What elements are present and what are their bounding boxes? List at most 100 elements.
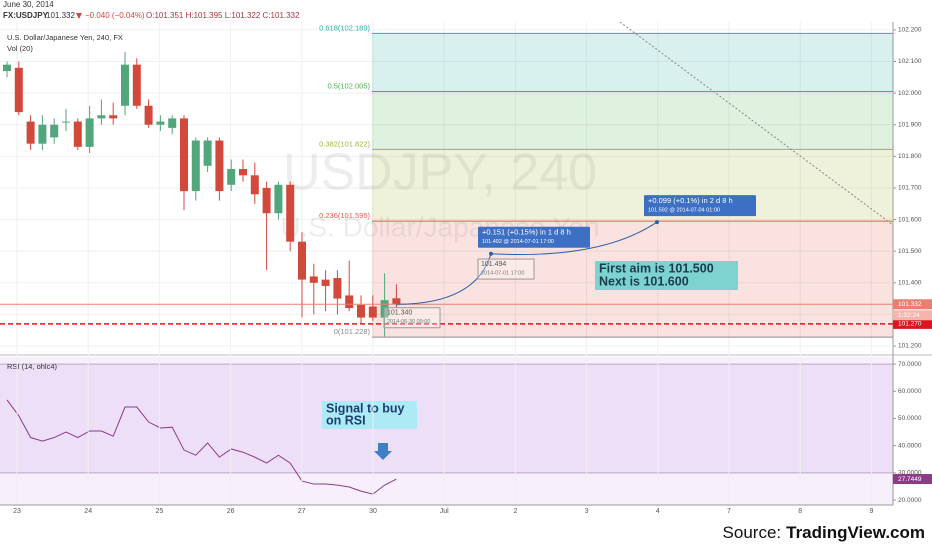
y-tick-label: 101.900	[898, 121, 922, 128]
x-tick-label: 9	[869, 508, 873, 515]
candle-body	[156, 121, 165, 125]
price-label-time: 2014-07-01 17:00	[481, 271, 524, 277]
price-tag-label: 101.270	[898, 321, 922, 328]
fib-zone	[372, 149, 893, 222]
y-tick-label: 101.600	[898, 216, 922, 223]
projection-point	[655, 220, 659, 225]
fib-zone	[372, 33, 893, 92]
note-box	[595, 261, 738, 290]
candle-body	[298, 241, 306, 280]
candle-body	[26, 121, 35, 144]
header-last: 101.332	[46, 11, 75, 20]
rsi-band	[0, 364, 893, 473]
candle-body	[3, 64, 11, 71]
fib-label: 0.382(101.822)	[319, 139, 370, 148]
header-date: June 30, 2014	[3, 0, 54, 9]
candle-body	[309, 276, 318, 283]
note-box	[322, 401, 417, 429]
projection-detail: 101.492 @ 2014-07-01 17:00	[482, 239, 554, 245]
price-label-time: 2014-06-30 09:00	[387, 319, 430, 325]
candle-body	[132, 64, 141, 106]
price-tag	[893, 299, 932, 310]
note-text: on RSI	[326, 413, 366, 427]
note-text: Next is 101.600	[599, 274, 689, 288]
value-tag	[893, 474, 932, 485]
candle-body	[14, 67, 23, 113]
countdown-tag	[893, 310, 932, 321]
candle-body	[180, 118, 188, 192]
signal-arrow-icon	[374, 443, 392, 460]
fib-label: 0(101.228)	[334, 327, 371, 336]
pane-subtitle: Vol (20)	[7, 44, 33, 53]
candle-body	[50, 124, 59, 138]
x-tick-label: 7	[727, 508, 731, 515]
price-tag-label: 101.332	[898, 301, 922, 308]
candle-body	[368, 306, 377, 318]
y-tick-label: 50.0000	[898, 415, 922, 422]
down-arrow-icon	[76, 13, 82, 19]
candle-body	[203, 140, 212, 166]
price-label-box	[383, 307, 441, 329]
price-label: 101.340	[387, 310, 412, 317]
x-tick-label: 25	[156, 508, 164, 515]
x-tick-label: Jul	[440, 508, 449, 515]
y-tick-label: 101.200	[898, 343, 922, 350]
candle-body	[274, 184, 283, 214]
price-label-box	[477, 258, 535, 280]
candle-body	[250, 175, 259, 195]
candle-body	[121, 64, 129, 106]
projection-box	[644, 195, 756, 217]
fib-label: 0.618(102.189)	[319, 23, 370, 32]
x-tick-label: 30	[369, 508, 377, 515]
watermark: USDJPY, 240	[283, 144, 597, 202]
source-label: Source:	[723, 523, 782, 542]
candle-body	[392, 298, 401, 305]
projection-box	[478, 226, 590, 248]
candle-body	[62, 121, 70, 123]
y-tick-label: 40.0000	[898, 442, 922, 449]
candle-body	[38, 124, 47, 144]
projection-detail: 101.592 @ 2014-07-04 01:00	[648, 208, 720, 214]
x-tick-label: 2	[513, 508, 517, 515]
fib-label: 0.5(102.005)	[327, 82, 370, 91]
x-tick-label: 27	[298, 508, 306, 515]
x-tick-label: 8	[798, 508, 802, 515]
candle-body	[321, 279, 330, 286]
y-tick-label: 70.0000	[898, 361, 922, 368]
header-change: −0.040 (−0.04%)	[85, 11, 145, 20]
y-tick-label: 101.800	[898, 153, 922, 160]
candle-body	[144, 105, 153, 125]
candle-body	[380, 300, 389, 318]
source: Source: TradingView.com	[723, 523, 925, 542]
pane-title: U.S. Dollar/Japanese Yen, 240, FX	[7, 33, 123, 42]
candle-body	[357, 304, 365, 318]
candle-body	[73, 121, 82, 147]
price-label: 101.494	[481, 261, 506, 268]
y-tick-label: 102.000	[898, 90, 922, 97]
y-tick-label: 101.500	[898, 248, 922, 255]
y-tick-label: 102.100	[898, 58, 922, 65]
candle-body	[333, 278, 342, 299]
candle-body	[227, 168, 236, 185]
fib-label: 0.236(101.595)	[319, 211, 370, 220]
price-tag	[893, 318, 932, 329]
note-text: Signal to buy	[326, 401, 405, 415]
countdown: 1:32:24	[898, 312, 920, 319]
source-name: TradingView.com	[786, 523, 925, 542]
candle-body	[168, 118, 177, 128]
y-tick-label: 60.0000	[898, 388, 922, 395]
y-tick-label: 101.400	[898, 279, 922, 286]
projection-text: +0.151 (+0.15%) in 1 d 8 h	[482, 228, 571, 237]
candle-body	[85, 118, 94, 147]
header-symbol: FX:USDJPY	[3, 11, 49, 20]
value-tag-label: 27.7449	[898, 476, 922, 483]
fib-zone	[372, 91, 893, 150]
candle-body	[97, 115, 106, 119]
candle-body	[239, 168, 247, 176]
candle-body	[286, 184, 295, 242]
x-tick-label: 26	[227, 508, 235, 515]
pane-title: RSI (14, ohlc4)	[7, 362, 58, 371]
candle-body	[262, 187, 271, 214]
